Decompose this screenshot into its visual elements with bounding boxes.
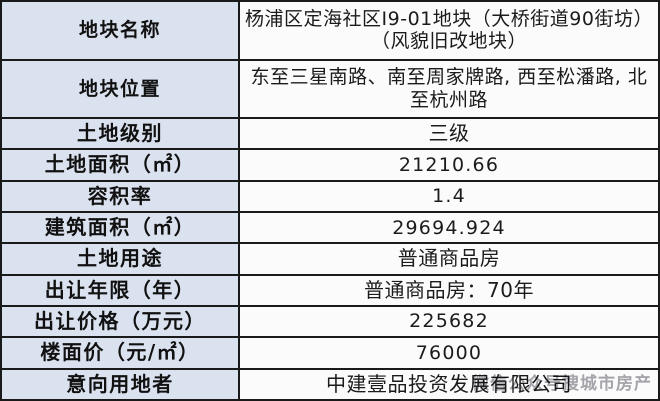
row-label-land-location: 地块位置 bbox=[0, 58, 240, 120]
row-label-land-use: 土地用途 bbox=[0, 242, 240, 276]
row-label-transfer-price: 出让价格（万元） bbox=[0, 305, 240, 339]
row-value-intended-user: 中建壹品投资发展有限公司 微信公众号搜城市房产 bbox=[238, 367, 660, 401]
row-label-land-grade: 土地级别 bbox=[0, 117, 240, 151]
row-value-land-area: 21210.66 bbox=[238, 148, 660, 182]
table-row: 出让价格（万元） 225682 bbox=[0, 305, 660, 339]
table-row: 土地级别 三级 bbox=[0, 117, 660, 151]
table-row: 地块名称 杨浦区定海社区I9-01地块（大桥街道90街坊）（风貌旧改地块） bbox=[0, 0, 660, 61]
row-value-land-location: 东至三星南路、南至周家牌路, 西至松潘路, 北至杭州路 bbox=[238, 58, 660, 120]
table-row: 土地用途 普通商品房 bbox=[0, 242, 660, 276]
row-value-plot-ratio: 1.4 bbox=[238, 179, 660, 214]
row-value-land-grade: 三级 bbox=[238, 117, 660, 151]
table-row: 土地面积（㎡） 21210.66 bbox=[0, 148, 660, 182]
row-value-building-area: 29694.924 bbox=[238, 211, 660, 245]
row-value-transfer-term: 普通商品房：70年 bbox=[238, 273, 660, 308]
row-label-land-name: 地块名称 bbox=[0, 0, 240, 61]
table-row: 意向用地者 中建壹品投资发展有限公司 微信公众号搜城市房产 bbox=[0, 367, 660, 401]
intended-user-text: 中建壹品投资发展有限公司 bbox=[326, 371, 572, 396]
row-label-intended-user: 意向用地者 bbox=[0, 367, 240, 401]
row-value-land-name: 杨浦区定海社区I9-01地块（大桥街道90街坊）（风貌旧改地块） bbox=[238, 0, 660, 61]
row-value-transfer-price: 225682 bbox=[238, 305, 660, 339]
row-label-building-area: 建筑面积（㎡） bbox=[0, 211, 240, 245]
table-row: 建筑面积（㎡） 29694.924 bbox=[0, 211, 660, 245]
table-row: 楼面价（元/㎡） 76000 bbox=[0, 336, 660, 370]
table-row: 地块位置 东至三星南路、南至周家牌路, 西至松潘路, 北至杭州路 bbox=[0, 58, 660, 120]
row-label-transfer-term: 出让年限（年） bbox=[0, 273, 240, 308]
row-value-land-use: 普通商品房 bbox=[238, 242, 660, 276]
row-label-land-area: 土地面积（㎡） bbox=[0, 148, 240, 182]
row-label-floor-price: 楼面价（元/㎡） bbox=[0, 336, 240, 370]
table-row: 容积率 1.4 bbox=[0, 179, 660, 214]
row-value-floor-price: 76000 bbox=[238, 336, 660, 370]
row-label-plot-ratio: 容积率 bbox=[0, 179, 240, 214]
table-row: 出让年限（年） 普通商品房：70年 bbox=[0, 273, 660, 308]
